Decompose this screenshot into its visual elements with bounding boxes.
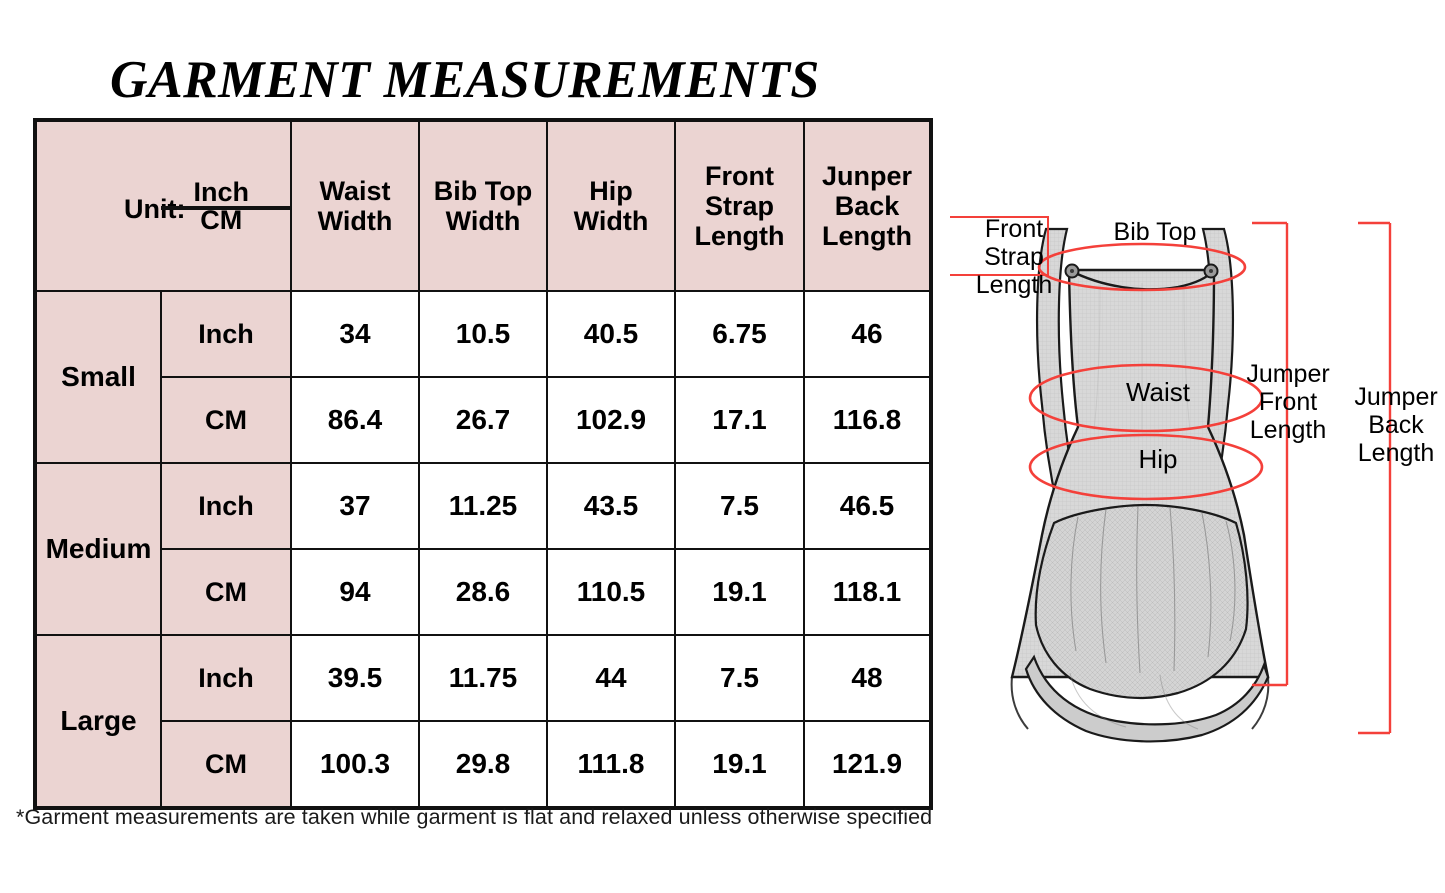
table-row: Small Inch 34 10.5 40.5 6.75 46 <box>34 290 932 464</box>
cell-small-inch-bib-top-width: 10.5 <box>418 290 548 378</box>
cell-medium-inch-front-strap-length: 7.5 <box>674 462 805 550</box>
table-header-row: Unit: Inch CM Waist Width Bib Top Width Hi… <box>34 119 932 292</box>
cell-large-inch-hip-width: 44 <box>546 634 676 722</box>
cell-medium-cm-jumper-back-length: 118.1 <box>803 548 932 636</box>
cell-medium-inch-jumper-back-length: 46.5 <box>803 462 932 550</box>
table-row: CM 100.3 29.8 111.8 19.1 121.9 <box>35 720 932 809</box>
cell-large-inch-waist-width: 39.5 <box>290 634 420 722</box>
unit-cell-cm: CM <box>160 720 292 809</box>
cell-medium-cm-hip-width: 110.5 <box>546 548 676 636</box>
garment-illustration: Front Strap Length Bib Top Waist Hip Jum… <box>950 205 1445 745</box>
table-row: Medium Inch 37 11.25 43.5 7.5 46.5 <box>34 462 932 636</box>
garment-measurements-table: Unit: Inch CM Waist Width Bib Top Width Hi… <box>33 118 933 810</box>
table-row: CM 86.4 26.7 102.9 17.1 116.8 <box>35 376 932 464</box>
column-header-jumper-back-length: Junper Back Length <box>803 119 932 292</box>
cell-small-inch-front-strap-length: 6.75 <box>674 290 805 378</box>
label-jumper-back-length: Jumper Back Length <box>1354 383 1438 467</box>
label-bib-top: Bib Top <box>1113 218 1197 246</box>
cell-small-cm-hip-width: 102.9 <box>546 376 676 464</box>
cell-small-inch-jumper-back-length: 46 <box>803 290 932 378</box>
cell-large-cm-bib-top-width: 29.8 <box>418 720 548 809</box>
skirt-ruffle <box>1034 503 1249 700</box>
cell-small-inch-hip-width: 40.5 <box>546 290 676 378</box>
hip-measure-ellipse <box>1028 433 1264 501</box>
label-waist: Waist <box>1125 377 1191 407</box>
column-header-hip-width: Hip Width <box>546 119 676 292</box>
jumper-back-length-bracket <box>1358 221 1392 735</box>
column-header-front-strap-length: Front Strap Length <box>674 119 805 292</box>
cell-medium-cm-bib-top-width: 28.6 <box>418 548 548 636</box>
cell-large-cm-waist-width: 100.3 <box>290 720 420 809</box>
unit-cell-inch: Inch <box>160 634 292 722</box>
page-title: GARMENT MEASUREMENTS <box>110 51 820 109</box>
cell-large-inch-bib-top-width: 11.75 <box>418 634 548 722</box>
cell-small-inch-waist-width: 34 <box>290 290 420 378</box>
cell-medium-inch-waist-width: 37 <box>290 462 420 550</box>
cell-large-cm-hip-width: 111.8 <box>546 720 676 809</box>
size-label-small: Small <box>34 290 162 464</box>
strap-button-left <box>1064 263 1080 279</box>
cell-small-cm-bib-top-width: 26.7 <box>418 376 548 464</box>
unit-cell-cm: CM <box>160 376 292 464</box>
table-row: Large Inch 39.5 11.75 44 7.5 48 <box>34 634 932 809</box>
cell-medium-inch-bib-top-width: 11.25 <box>418 462 548 550</box>
label-front-strap-length: Front Strap Length <box>975 215 1053 299</box>
label-hip: Hip <box>1138 444 1178 474</box>
cell-small-cm-jumper-back-length: 116.8 <box>803 376 932 464</box>
strap-button-right <box>1203 263 1219 279</box>
unit-cell-inch: Inch <box>160 462 292 550</box>
column-header-waist-width: Waist Width <box>290 119 420 292</box>
bib-top-measure-ellipse <box>1037 242 1247 292</box>
cell-medium-cm-front-strap-length: 19.1 <box>674 548 805 636</box>
cell-small-cm-waist-width: 86.4 <box>290 376 420 464</box>
cell-large-inch-front-strap-length: 7.5 <box>674 634 805 722</box>
label-jumper-front-length: Jumper Front Length <box>1246 360 1330 444</box>
cell-small-cm-front-strap-length: 17.1 <box>674 376 805 464</box>
table-row: CM 94 28.6 110.5 19.1 118.1 <box>35 548 932 636</box>
cell-large-cm-jumper-back-length: 121.9 <box>803 720 932 809</box>
waist-measure-ellipse <box>1028 363 1264 433</box>
footnote-text: *Garment measurements are taken while ga… <box>16 805 933 829</box>
unit-cell-inch: Inch <box>160 290 292 378</box>
cell-medium-inch-hip-width: 43.5 <box>546 462 676 550</box>
cell-large-cm-front-strap-length: 19.1 <box>674 720 805 809</box>
jumper-front-length-bracket <box>1252 221 1289 687</box>
cell-large-inch-jumper-back-length: 48 <box>803 634 932 722</box>
unit-cell-cm: CM <box>160 548 292 636</box>
size-label-large: Large <box>34 634 162 809</box>
bib-top-edge <box>1068 268 1215 291</box>
unit-denominator: CM <box>200 205 243 235</box>
cell-medium-cm-waist-width: 94 <box>290 548 420 636</box>
jumper-dress-diagram <box>950 216 1392 743</box>
unit-fraction-rule <box>161 206 290 210</box>
unit-numerator: Inch <box>193 176 249 207</box>
unit-header-cell: Unit: Inch CM <box>34 119 292 292</box>
front-strap-measure-box <box>950 216 1049 276</box>
size-label-medium: Medium <box>34 462 162 636</box>
column-header-bib-top-width: Bib Top Width <box>418 119 548 292</box>
